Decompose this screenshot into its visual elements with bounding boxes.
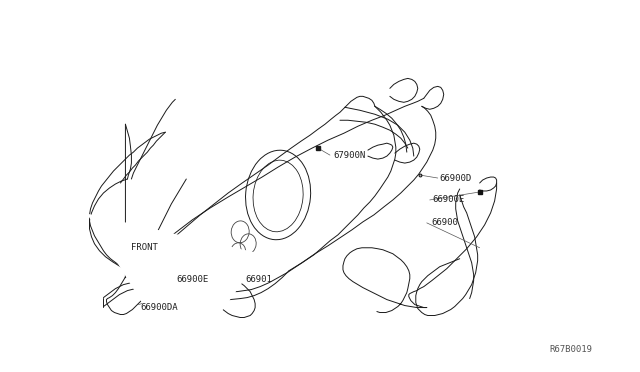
Text: 66900E: 66900E (176, 275, 209, 284)
Text: 66901: 66901 (245, 275, 272, 284)
Text: 66900DA: 66900DA (140, 303, 178, 312)
Text: FRONT: FRONT (131, 243, 158, 252)
Text: 66900: 66900 (432, 218, 459, 227)
Text: 66900D: 66900D (440, 173, 472, 183)
Text: 67900N: 67900N (333, 151, 365, 160)
Text: R67B0019: R67B0019 (550, 345, 593, 354)
Text: 66900E: 66900E (433, 195, 465, 205)
